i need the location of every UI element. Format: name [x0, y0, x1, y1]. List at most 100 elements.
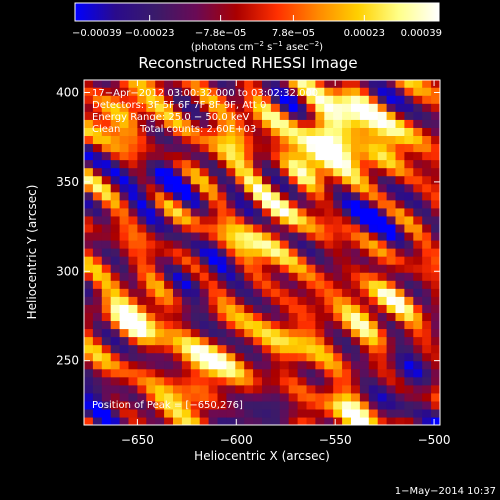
heatmap-cell — [431, 296, 440, 305]
heatmap-cell — [386, 392, 397, 402]
heatmap-cell — [404, 376, 414, 386]
heatmap-cell — [110, 344, 121, 354]
heatmap-cell — [270, 360, 281, 370]
heatmap-cell — [101, 223, 112, 233]
heatmap-cell — [395, 119, 405, 128]
heatmap-cell — [262, 191, 272, 201]
heatmap-cell — [306, 296, 316, 305]
heatmap-cell — [333, 280, 343, 289]
heatmap-cell — [359, 199, 370, 209]
heatmap-cell — [101, 143, 112, 153]
heatmap-cell — [244, 392, 254, 402]
heatmap-cell — [173, 207, 183, 217]
heatmap-cell — [386, 416, 397, 425]
heatmap-cell — [386, 215, 397, 225]
heatmap-cell — [164, 376, 174, 386]
heatmap-cell — [128, 183, 138, 193]
heatmap-cell — [199, 80, 210, 88]
heatmap-cell — [288, 288, 299, 297]
heatmap-cell — [253, 248, 263, 257]
heatmap-cell — [181, 344, 192, 354]
heatmap-cell — [226, 127, 236, 137]
heatmap-cell — [92, 80, 103, 88]
heatmap-cell — [137, 416, 147, 425]
heatmap-cell — [181, 384, 192, 394]
heatmap-cell — [128, 320, 138, 330]
heatmap-cell — [351, 151, 361, 161]
heatmap-cell — [315, 360, 325, 370]
heatmap-cell — [110, 239, 121, 249]
heatmap-cell — [92, 111, 103, 120]
heatmap-cell — [404, 239, 414, 249]
heatmap-cell — [217, 288, 227, 297]
heatmap-cell — [386, 199, 397, 209]
heatmap-cell — [253, 344, 263, 354]
heatmap-cell — [288, 336, 299, 346]
heatmap-cell — [288, 320, 299, 330]
heatmap-cell — [217, 135, 227, 145]
heatmap-cell — [155, 191, 165, 201]
heatmap-cell — [110, 191, 121, 201]
heatmap-cell — [92, 215, 103, 225]
heatmap-cell — [351, 344, 361, 354]
heatmap-cell — [199, 288, 210, 297]
heatmap-cell — [297, 191, 308, 201]
heatmap-cell — [244, 167, 254, 177]
heatmap-cell — [359, 280, 370, 289]
heatmap-cell — [84, 167, 94, 177]
y-tick-label: 350 — [56, 175, 79, 189]
heatmap-cell — [226, 207, 236, 217]
heatmap-cell — [297, 159, 308, 169]
heatmap-cell — [377, 119, 388, 128]
heatmap-cell — [395, 95, 405, 104]
heatmap-cell — [279, 183, 290, 193]
heatmap-cell — [324, 103, 334, 112]
heatmap-cell — [359, 256, 370, 265]
heatmap-cell — [377, 80, 388, 88]
heatmap-cell — [413, 304, 423, 313]
heatmap-cell — [137, 159, 147, 169]
heatmap-cell — [288, 223, 299, 233]
heatmap-cell — [351, 368, 361, 378]
heatmap-cell — [377, 264, 388, 273]
heatmap-cell — [137, 207, 147, 217]
heatmap-cell — [288, 80, 299, 88]
heatmap-cell — [253, 215, 263, 225]
heatmap-cell — [262, 175, 272, 185]
heatmap-cell — [279, 87, 290, 96]
heatmap-cell — [422, 336, 432, 346]
heatmap-cell — [333, 159, 343, 169]
heatmap-cell — [84, 272, 94, 281]
heatmap-cell — [395, 151, 405, 161]
heatmap-cell — [288, 175, 299, 185]
heatmap-cell — [253, 392, 263, 402]
heatmap-cell — [119, 296, 130, 305]
heatmap-cell — [217, 191, 227, 201]
heatmap-cell — [137, 256, 147, 265]
heatmap-cell — [199, 231, 210, 241]
x-tick-label: −600 — [220, 433, 253, 447]
heatmap-cell — [199, 264, 210, 273]
heatmap-cell — [413, 119, 423, 128]
heatmap-cell — [342, 392, 352, 402]
heatmap-cell — [110, 207, 121, 217]
heatmap-cell — [128, 151, 138, 161]
heatmap-cell — [279, 312, 290, 322]
heatmap-cell — [110, 151, 121, 161]
heatmap-cell — [270, 183, 281, 193]
heatmap-cell — [92, 288, 103, 297]
heatmap-cell — [368, 376, 379, 386]
heatmap-cell — [386, 376, 397, 386]
y-tick-label: 300 — [56, 264, 79, 278]
heatmap-cell — [324, 215, 334, 225]
heatmap-cell — [359, 159, 370, 169]
heatmap-cell — [324, 400, 334, 410]
heatmap-cell — [235, 175, 245, 185]
heatmap-cell — [306, 392, 316, 402]
heatmap-cell — [101, 360, 112, 370]
heatmap-cell — [101, 135, 112, 145]
heatmap-cell — [288, 111, 299, 120]
heatmap-cell — [270, 87, 281, 96]
heatmap-cell — [173, 256, 183, 265]
